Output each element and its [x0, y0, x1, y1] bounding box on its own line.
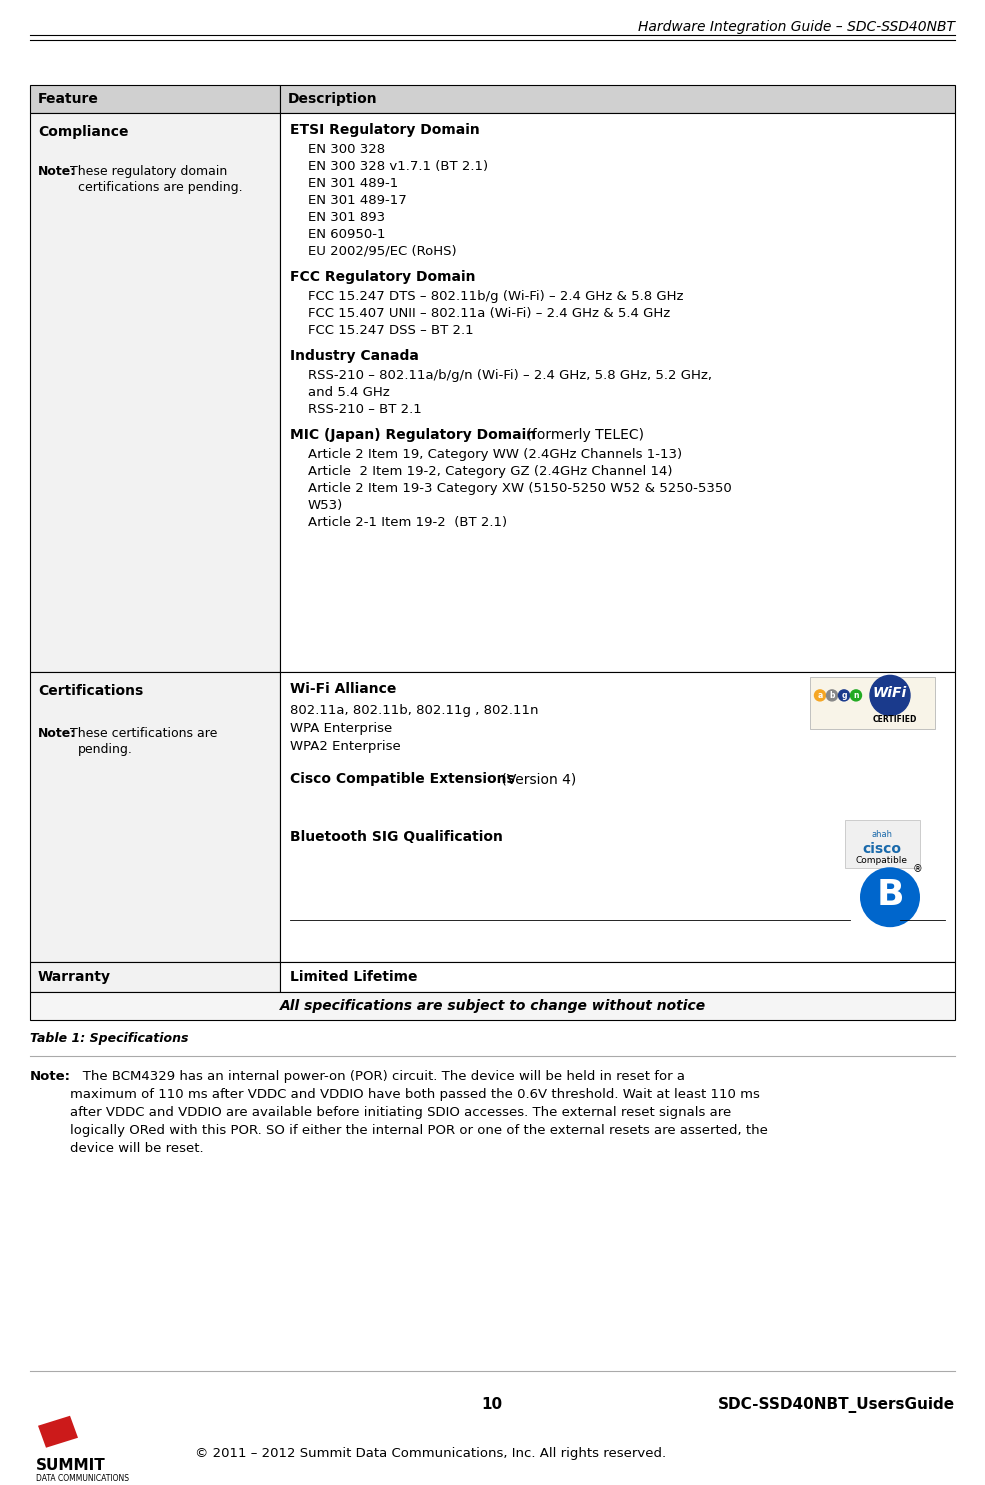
Text: 802.11a, 802.11b, 802.11g , 802.11n: 802.11a, 802.11b, 802.11g , 802.11n — [290, 704, 538, 717]
Text: Wi-Fi Alliance: Wi-Fi Alliance — [290, 683, 396, 696]
Text: Note:: Note: — [30, 1071, 71, 1083]
Text: CERTIFIED: CERTIFIED — [873, 716, 917, 725]
Text: Cisco Compatible Extensions: Cisco Compatible Extensions — [290, 772, 514, 787]
Text: ®: ® — [913, 864, 923, 875]
Text: Article  2 Item 19-2, Category GZ (2.4GHz Channel 14): Article 2 Item 19-2, Category GZ (2.4GHz… — [307, 465, 672, 478]
Text: and 5.4 GHz: and 5.4 GHz — [307, 386, 389, 398]
Text: B: B — [877, 878, 904, 912]
Text: (Version 4): (Version 4) — [496, 772, 576, 787]
Text: (formerly TELEC): (formerly TELEC) — [522, 428, 644, 441]
Text: EU 2002/95/EC (RoHS): EU 2002/95/EC (RoHS) — [307, 245, 456, 258]
Text: WPA2 Enterprise: WPA2 Enterprise — [290, 741, 401, 753]
Text: FCC Regulatory Domain: FCC Regulatory Domain — [290, 270, 475, 284]
Text: pending.: pending. — [78, 744, 133, 756]
Bar — [30, 992, 955, 1020]
Text: Article 2-1 Item 19-2  (BT 2.1): Article 2-1 Item 19-2 (BT 2.1) — [307, 515, 507, 529]
Text: Certifications: Certifications — [38, 685, 143, 698]
Text: Table 1: Specifications: Table 1: Specifications — [30, 1032, 188, 1045]
Text: EN 300 328: EN 300 328 — [307, 143, 385, 156]
Text: Note:: Note: — [38, 165, 76, 178]
Text: W53): W53) — [307, 499, 343, 511]
Circle shape — [815, 691, 825, 701]
Bar — [280, 962, 955, 992]
Text: g: g — [841, 691, 847, 699]
Text: © 2011 – 2012 Summit Data Communications, Inc. All rights reserved.: © 2011 – 2012 Summit Data Communications… — [195, 1446, 666, 1460]
Text: All specifications are subject to change without notice: All specifications are subject to change… — [280, 999, 705, 1013]
Text: These certifications are: These certifications are — [70, 728, 218, 741]
Text: MIC (Japan) Regulatory Domain: MIC (Japan) Regulatory Domain — [290, 428, 536, 441]
Text: n: n — [853, 691, 859, 699]
Text: DATA COMMUNICATIONS: DATA COMMUNICATIONS — [36, 1473, 129, 1482]
Text: cisco: cisco — [863, 842, 901, 857]
Text: EN 60950-1: EN 60950-1 — [307, 227, 385, 241]
Text: RSS-210 – 802.11a/b/g/n (Wi-Fi) – 2.4 GHz, 5.8 GHz, 5.2 GHz,: RSS-210 – 802.11a/b/g/n (Wi-Fi) – 2.4 GH… — [307, 368, 712, 382]
Text: ahah: ahah — [872, 830, 892, 839]
Text: Compliance: Compliance — [38, 125, 128, 140]
Text: The BCM4329 has an internal power-on (POR) circuit. The device will be held in r: The BCM4329 has an internal power-on (PO… — [70, 1071, 768, 1155]
Circle shape — [838, 691, 849, 701]
Text: Article 2 Item 19-3 Category XW (5150-5250 W52 & 5250-5350: Article 2 Item 19-3 Category XW (5150-52… — [307, 481, 732, 495]
Text: Compatible: Compatible — [856, 857, 908, 866]
Bar — [280, 85, 955, 113]
Text: SUMMIT: SUMMIT — [36, 1458, 105, 1473]
Text: certifications are pending.: certifications are pending. — [78, 181, 242, 195]
Text: a: a — [818, 691, 822, 699]
Bar — [30, 85, 280, 113]
Text: Bluetooth SIG Qualification: Bluetooth SIG Qualification — [290, 830, 502, 845]
Text: Limited Lifetime: Limited Lifetime — [290, 970, 418, 985]
Text: Article 2 Item 19, Category WW (2.4GHz Channels 1-13): Article 2 Item 19, Category WW (2.4GHz C… — [307, 447, 682, 460]
Bar — [30, 113, 280, 673]
Text: WPA Enterprise: WPA Enterprise — [290, 722, 392, 735]
Text: EN 301 489-17: EN 301 489-17 — [307, 195, 407, 206]
Text: FCC 15.407 UNII – 802.11a (Wi-Fi) – 2.4 GHz & 5.4 GHz: FCC 15.407 UNII – 802.11a (Wi-Fi) – 2.4 … — [307, 307, 670, 319]
Text: b: b — [829, 691, 834, 699]
Bar — [845, 820, 920, 869]
Text: RSS-210 – BT 2.1: RSS-210 – BT 2.1 — [307, 402, 422, 416]
Polygon shape — [38, 1415, 78, 1448]
Circle shape — [860, 867, 920, 927]
Bar — [280, 113, 955, 673]
Circle shape — [826, 691, 837, 701]
Text: Industry Canada: Industry Canada — [290, 349, 419, 362]
Text: ETSI Regulatory Domain: ETSI Regulatory Domain — [290, 123, 480, 137]
Text: EN 300 328 v1.7.1 (BT 2.1): EN 300 328 v1.7.1 (BT 2.1) — [307, 160, 488, 172]
Text: WiFi: WiFi — [873, 686, 907, 701]
Text: Hardware Integration Guide – SDC-SSD40NBT: Hardware Integration Guide – SDC-SSD40NB… — [638, 19, 955, 34]
Bar — [810, 677, 935, 729]
Bar — [30, 962, 280, 992]
Text: Warranty: Warranty — [38, 970, 111, 985]
Text: FCC 15.247 DTS – 802.11b/g (Wi-Fi) – 2.4 GHz & 5.8 GHz: FCC 15.247 DTS – 802.11b/g (Wi-Fi) – 2.4… — [307, 290, 684, 303]
Text: EN 301 893: EN 301 893 — [307, 211, 385, 224]
Bar — [280, 673, 955, 962]
Text: 10: 10 — [482, 1397, 502, 1412]
Circle shape — [850, 691, 862, 701]
Text: These regulatory domain: These regulatory domain — [70, 165, 228, 178]
Text: Feature: Feature — [38, 92, 98, 105]
Circle shape — [870, 676, 910, 716]
Text: Description: Description — [288, 92, 377, 105]
Bar — [30, 673, 280, 962]
Text: Note:: Note: — [38, 728, 76, 741]
Text: SDC-SSD40NBT_UsersGuide: SDC-SSD40NBT_UsersGuide — [718, 1397, 955, 1412]
Text: EN 301 489-1: EN 301 489-1 — [307, 177, 398, 190]
Text: FCC 15.247 DSS – BT 2.1: FCC 15.247 DSS – BT 2.1 — [307, 324, 474, 337]
